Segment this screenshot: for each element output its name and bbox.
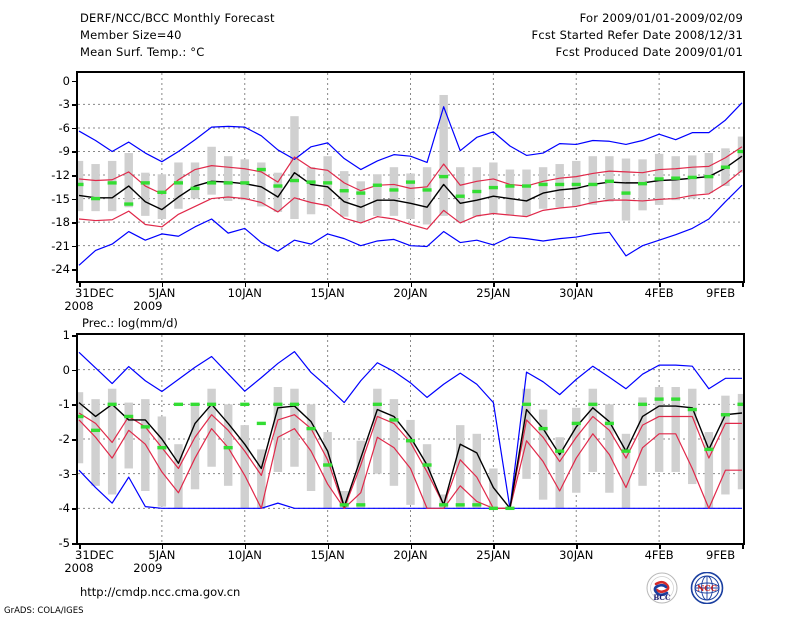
y-tick-label: -2 <box>58 432 70 446</box>
y-tick-mark <box>72 439 77 441</box>
x-tick-mark <box>742 283 744 287</box>
x-tick-label: 10JAN <box>227 286 262 300</box>
x-tick-mark <box>79 545 81 549</box>
temperature-chart-svg <box>78 73 743 281</box>
x-tick-label: 4FEB <box>644 286 674 300</box>
y-tick-label: -12 <box>51 168 70 183</box>
precipitation-chart-svg <box>78 335 743 543</box>
x-tick-label: 5JAN <box>148 286 176 300</box>
y-tick-label: -18 <box>51 215 70 230</box>
y-tick-label: -4 <box>58 501 70 516</box>
x-tick-mark <box>327 283 330 287</box>
x-tick-label: 31DEC <box>75 548 114 562</box>
x-tick-mark <box>161 545 164 549</box>
x-tick-year-label: 2008 <box>64 299 94 313</box>
y-tick-mark <box>72 543 77 545</box>
y-tick-mark <box>72 222 77 224</box>
x-tick-year-label: 2009 <box>133 299 163 313</box>
y-tick-label: -1 <box>58 397 70 412</box>
y-tick-mark <box>72 369 77 372</box>
fcst-started-date: Fcst Started Refer Date 2008/12/31 <box>531 28 743 42</box>
y-tick-mark <box>72 404 77 406</box>
x-tick-label: 30JAN <box>559 548 594 562</box>
y-tick-label: -3 <box>58 97 70 112</box>
x-tick-mark <box>493 545 495 549</box>
y-tick-mark <box>72 473 77 476</box>
y-tick-label: -15 <box>51 191 70 206</box>
x-tick-label: 9FEB <box>706 286 736 300</box>
ncc-logo-icon: NCC <box>690 571 724 605</box>
y-tick-mark <box>72 127 77 130</box>
y-tick-mark <box>72 80 77 83</box>
y-tick-label: 1 <box>62 328 70 342</box>
x-tick-mark <box>576 545 578 549</box>
x-tick-label: 10JAN <box>227 548 262 562</box>
y-tick-mark <box>72 198 77 201</box>
x-tick-label: 4FEB <box>644 548 674 562</box>
precipitation-plot-panel <box>76 333 745 545</box>
x-tick-mark <box>659 283 661 287</box>
x-tick-mark <box>327 545 330 549</box>
temp-panel-title: Mean Surf. Temp.: °C <box>80 45 205 59</box>
fcst-produced-date: Fcst Produced Date 2009/01/01 <box>555 45 743 59</box>
website-url[interactable]: http://cmdp.ncc.cma.gov.cn <box>80 585 241 599</box>
x-tick-label: 15JAN <box>310 286 345 300</box>
y-tick-label: -24 <box>51 262 70 277</box>
x-tick-label: 31DEC <box>75 286 114 300</box>
x-tick-label: 5JAN <box>148 548 176 562</box>
x-tick-mark <box>576 283 578 287</box>
x-tick-mark <box>161 283 164 287</box>
y-tick-label: -6 <box>58 120 70 135</box>
temperature-plot-panel <box>76 71 745 283</box>
x-tick-label: 25JAN <box>476 286 511 300</box>
agency-logos: BCC NCC <box>645 571 740 605</box>
x-tick-mark <box>410 545 412 549</box>
forecast-period: For 2009/01/01-2009/02/09 <box>579 11 743 25</box>
x-tick-mark <box>493 283 495 287</box>
y-tick-mark <box>72 245 77 248</box>
y-tick-label: 0 <box>62 362 70 377</box>
y-tick-mark <box>72 335 77 337</box>
svg-text:NCC: NCC <box>697 583 717 593</box>
report-title: DERF/NCC/BCC Monthly Forecast <box>80 11 275 25</box>
bcc-logo-icon: BCC <box>646 572 678 604</box>
prec-panel-title: Prec.: log(mm/d) <box>82 316 178 330</box>
x-tick-mark <box>244 545 247 549</box>
x-tick-label: 25JAN <box>476 548 511 562</box>
x-tick-mark <box>244 283 247 287</box>
y-tick-label: -3 <box>58 466 70 481</box>
member-size-label: Member Size=40 <box>80 28 182 42</box>
y-tick-label: 0 <box>62 73 70 88</box>
y-tick-mark <box>72 175 77 177</box>
x-tick-year-label: 2008 <box>64 561 94 575</box>
x-tick-label: 20JAN <box>393 548 428 562</box>
x-tick-mark <box>410 283 412 287</box>
y-tick-mark <box>72 104 77 106</box>
x-tick-label: 15JAN <box>310 548 345 562</box>
x-tick-mark <box>659 545 661 549</box>
y-tick-label: -5 <box>58 536 70 550</box>
x-tick-mark <box>742 545 744 549</box>
svg-text:BCC: BCC <box>653 593 671 602</box>
x-tick-label: 9FEB <box>706 548 736 562</box>
y-tick-label: -9 <box>58 144 70 159</box>
grads-credit: GrADS: COLA/IGES <box>4 606 84 616</box>
x-tick-mark <box>79 283 81 287</box>
y-tick-label: -21 <box>51 238 70 253</box>
x-tick-year-label: 2009 <box>133 561 163 575</box>
y-tick-mark <box>72 269 77 271</box>
x-tick-label: 30JAN <box>559 286 594 300</box>
y-tick-mark <box>72 508 77 510</box>
y-tick-mark <box>72 151 77 153</box>
x-tick-label: 20JAN <box>393 286 428 300</box>
